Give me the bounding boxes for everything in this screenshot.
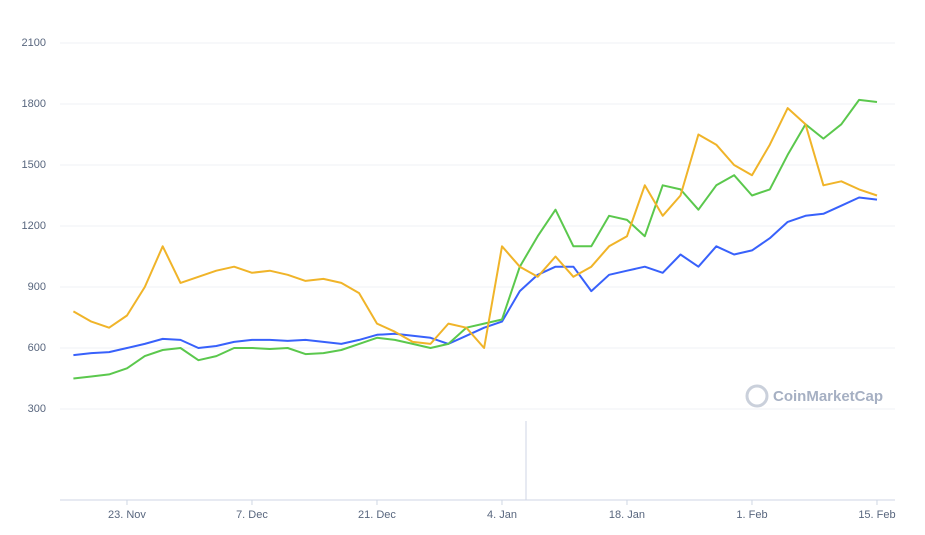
x-tick-label: 7. Dec [236, 509, 268, 521]
series-line [72, 107, 878, 349]
x-tick-label: 4. Jan [487, 509, 517, 521]
y-tick-label: 2100 [22, 37, 46, 49]
y-tick-label: 900 [28, 281, 46, 293]
watermark: CoinMarketCap [773, 388, 883, 405]
y-tick-label: 1200 [22, 220, 46, 232]
x-tick-label: 23. Nov [108, 509, 146, 521]
y-tick-label: 1800 [22, 98, 46, 110]
x-tick-label: 18. Jan [609, 509, 645, 521]
y-tick-label: 1500 [22, 159, 46, 171]
series-line [73, 196, 878, 357]
x-tick-label: 15. Feb [858, 509, 895, 521]
x-tick-label: 1. Feb [736, 509, 767, 521]
watermark-logo [745, 384, 769, 408]
y-tick-label: 600 [28, 342, 46, 354]
series-line [73, 98, 878, 380]
y-tick-label: 300 [28, 403, 46, 415]
x-tick-label: 21. Dec [358, 509, 396, 521]
